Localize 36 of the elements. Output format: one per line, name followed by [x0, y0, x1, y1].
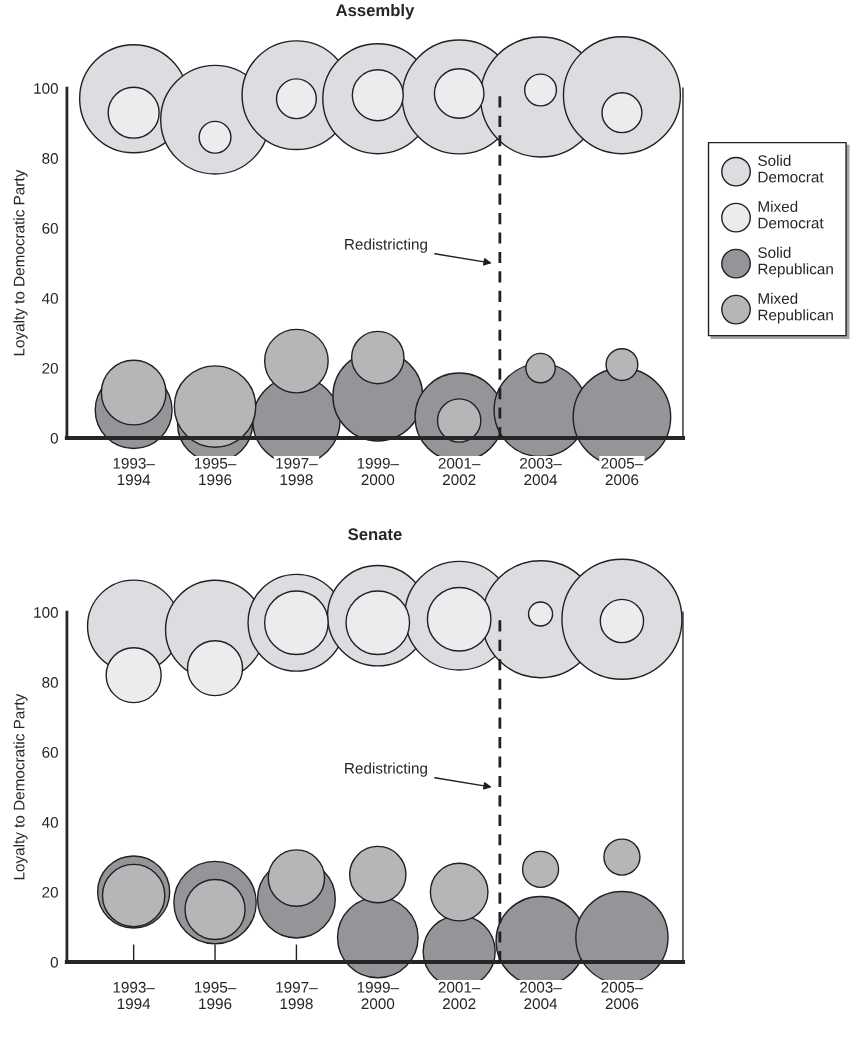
legend-label: Solid Democrat: [758, 154, 824, 183]
y-tick-label: 80: [42, 677, 58, 688]
x-tick-label: 1995– 1996: [194, 981, 237, 1010]
y-tick-label: 0: [50, 432, 58, 444]
x-tick-label: 1997– 1998: [276, 981, 318, 1010]
y-tick-label: 20: [42, 362, 58, 374]
legend-label: Mixed Democrat: [758, 200, 824, 229]
x-tick-label: 1999– 2000: [357, 457, 400, 486]
y-tick-label: 40: [41, 292, 58, 304]
x-tick-label: 1999– 2000: [357, 981, 400, 1010]
y-tick-label: 80: [42, 153, 58, 164]
x-tick-label: 1993– 1994: [113, 457, 155, 486]
x-tick-label: 2001– 2002: [438, 457, 481, 486]
y-tick-label: 40: [41, 816, 58, 828]
annotation: Redistricting: [345, 762, 427, 777]
chart-title: Assembly: [335, 3, 415, 20]
chart-title: Senate: [348, 528, 402, 541]
x-tick-label: 2003– 2004: [520, 457, 562, 486]
x-tick-label: 1997– 1998: [276, 457, 318, 486]
x-tick-label: 2005– 2006: [601, 457, 644, 486]
x-tick-label: 2003– 2004: [520, 981, 562, 1010]
y-tick-label: 60: [42, 747, 58, 758]
y-axis-title: Loyalty to Democratic Party: [13, 169, 28, 356]
annotation: Redistricting: [345, 238, 427, 253]
y-tick-label: 100: [34, 83, 58, 94]
x-tick-label: 1993– 1994: [113, 981, 155, 1010]
y-tick-label: 0: [50, 956, 58, 968]
y-axis-title: Loyalty to Democratic Party: [13, 693, 28, 880]
y-tick-label: 20: [42, 886, 58, 898]
x-tick-label: 2001– 2002: [438, 981, 481, 1010]
legend-label: Mixed Republican: [758, 292, 833, 324]
x-tick-label: 1995– 1996: [194, 457, 237, 486]
x-tick-label: 2005– 2006: [601, 981, 644, 1010]
legend-label: Solid Republican: [758, 246, 833, 278]
y-tick-label: 100: [34, 607, 58, 618]
y-tick-label: 60: [42, 223, 58, 234]
